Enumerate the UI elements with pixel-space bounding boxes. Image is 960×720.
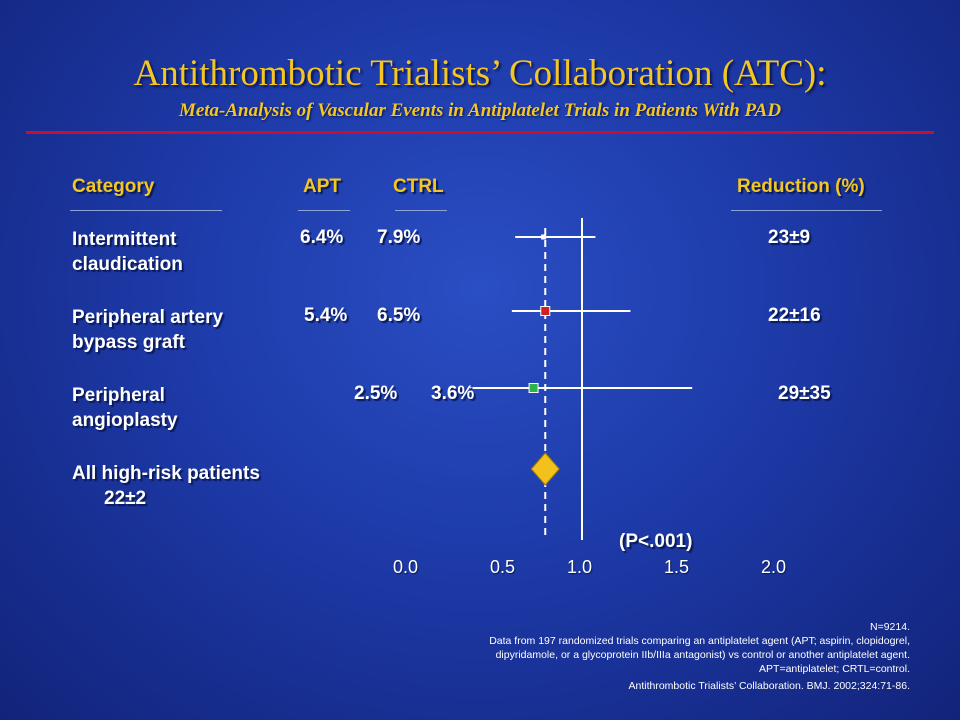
header-underline-category [70, 210, 222, 211]
row-ctrl-value: 6.5% [377, 305, 421, 326]
row-apt-value: 6.4% [300, 227, 344, 248]
row-ctrl-value: 3.6% [431, 383, 475, 404]
row-label-peripheral-angioplasty: Peripheral angioplasty [72, 385, 178, 431]
row-label-peripheral-artery-bypass: Peripheral artery bypass graft [72, 307, 224, 353]
footnote-citation: Antithrombotic Trialists’ Collaboration.… [628, 680, 910, 692]
footnote-line2: dipyridamole, or a glycoprotein IIb/IIIa… [495, 649, 910, 661]
x-tick-label: 0.5 [490, 557, 516, 577]
row-label-intermittent-claudication: Intermittent claudication [72, 229, 183, 275]
footnote-line3: APT=antiplatelet; CRTL=control. [759, 663, 910, 675]
header-reduction: Reduction (%) [737, 176, 865, 197]
footnote-line1: Data from 197 randomized trials comparin… [489, 635, 910, 647]
row-label-all-high-risk: All high-risk patients 22±2 [72, 463, 260, 509]
header-category: Category [72, 176, 155, 197]
point-estimate-marker [541, 234, 547, 240]
slide-title: Antithrombotic Trialists’ Collaboration … [133, 53, 827, 94]
row-reduction-value: 23±9 [768, 227, 811, 248]
point-estimate-marker [540, 306, 551, 316]
header-underline-ctrl [395, 210, 447, 211]
header-underline-reduction [731, 210, 882, 211]
x-tick-label: 0.0 [393, 557, 419, 577]
point-estimate-marker [528, 383, 539, 393]
pooled-diamond-marker [530, 452, 560, 486]
row-reduction-value: 22±16 [768, 305, 821, 326]
header-apt: APT [303, 176, 341, 197]
row-apt-value: 2.5% [354, 383, 398, 404]
slide-subtitle: Meta-Analysis of Vascular Events in Anti… [178, 100, 782, 121]
x-tick-label: 1.5 [664, 557, 690, 577]
title-divider [26, 131, 934, 134]
x-tick-label: 2.0 [761, 557, 787, 577]
row-apt-value: 5.4% [304, 305, 348, 326]
header-underline-apt [298, 210, 350, 211]
footnote-n: N=9214. [870, 621, 910, 633]
row-ctrl-value: 7.9% [377, 227, 421, 248]
x-tick-label: 1.0 [567, 557, 593, 577]
row-reduction-value: 29±35 [778, 383, 831, 404]
p-value: (P<.001) [619, 531, 693, 552]
header-ctrl: CTRL [393, 176, 444, 197]
